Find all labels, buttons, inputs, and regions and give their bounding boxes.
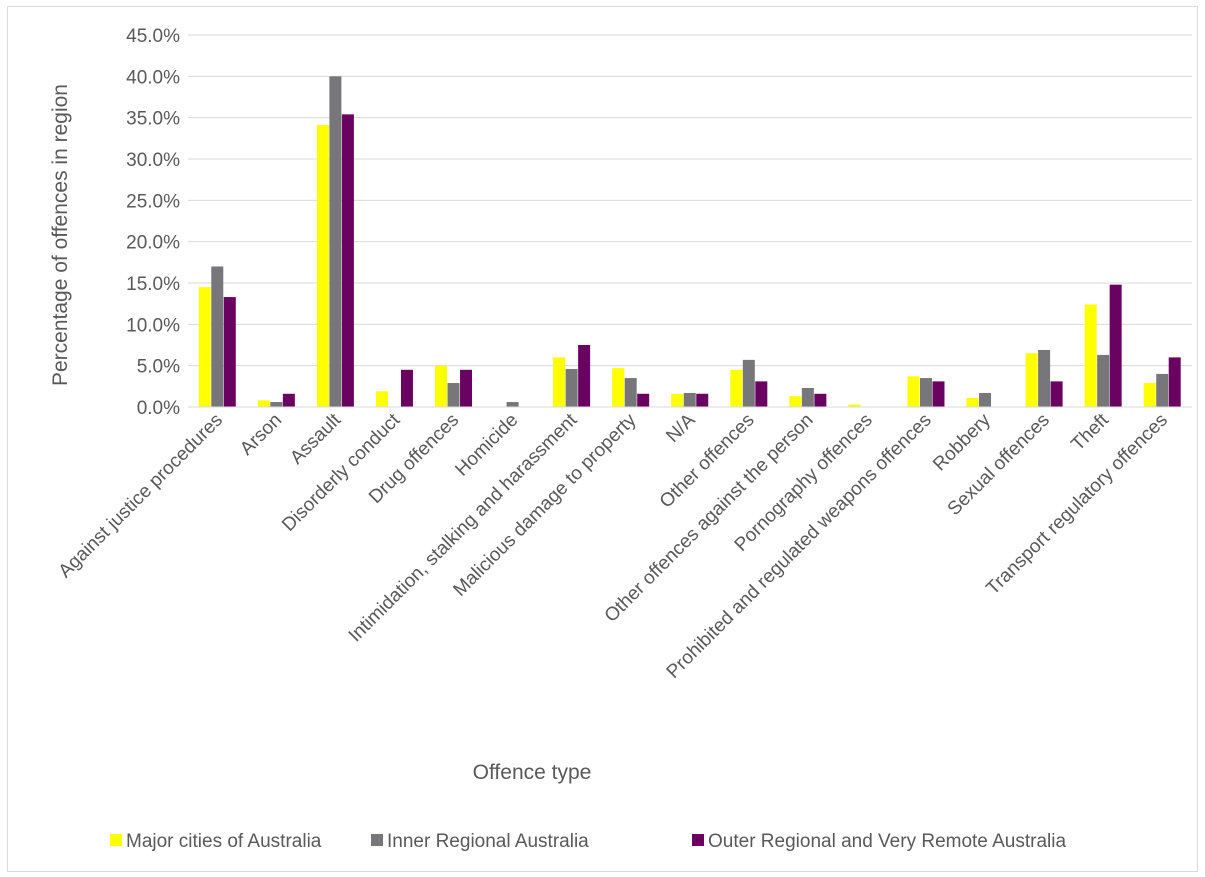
x-tick-label: Arson <box>236 410 286 460</box>
x-tick-label: Theft <box>1067 409 1113 455</box>
bar-major-cities <box>730 369 743 407</box>
bar-inner-regional <box>565 368 578 407</box>
bar-major-cities <box>1143 383 1156 407</box>
bar-major-cities <box>375 391 388 407</box>
bar-outer-regional <box>1168 357 1181 407</box>
bar-major-cities <box>198 287 211 407</box>
bar-inner-regional <box>329 76 342 407</box>
bar-inner-regional <box>801 387 814 407</box>
bar-outer-regional <box>282 393 295 407</box>
bar-inner-regional <box>1097 354 1110 407</box>
bar-inner-regional <box>624 378 637 407</box>
bar-outer-regional <box>578 345 591 407</box>
bar-major-cities <box>257 400 270 407</box>
legend-label: Outer Regional and Very Remote Australia <box>708 831 1066 852</box>
bar-outer-regional <box>637 393 650 407</box>
bar-outer-regional <box>932 381 945 407</box>
bar-outer-regional <box>696 393 709 407</box>
y-axis-title: Percentage of offences in region <box>49 84 72 386</box>
bars <box>198 76 1181 408</box>
legend-swatch <box>110 834 122 846</box>
bar-outer-regional <box>1109 284 1122 407</box>
bar-inner-regional <box>447 383 460 407</box>
bar-outer-regional <box>755 381 768 407</box>
bar-major-cities <box>553 357 566 407</box>
chart-frame <box>7 6 1198 872</box>
bar-inner-regional <box>506 402 519 407</box>
bar-major-cities <box>789 396 802 407</box>
bar-major-cities <box>671 393 684 407</box>
bar-major-cities <box>435 365 448 407</box>
x-tick-label: Against justice procedures <box>55 410 227 582</box>
bar-major-cities <box>1084 304 1097 407</box>
bar-inner-regional <box>211 266 224 407</box>
y-tick-label: 20.0% <box>126 233 180 254</box>
x-tick-label: Other offences against the person <box>601 410 818 627</box>
bar-major-cities <box>966 397 979 407</box>
bar-inner-regional <box>979 392 992 407</box>
bar-inner-regional <box>742 359 755 407</box>
x-axis-ticks: Against justice procedures Arson AssaultDi… <box>55 409 1172 683</box>
x-tick-label: N/A <box>662 409 699 446</box>
y-tick-label: 0.0% <box>137 398 180 419</box>
bar-outer-regional <box>400 369 413 407</box>
legend-swatch <box>371 834 383 846</box>
bar-major-cities <box>316 125 329 408</box>
y-tick-label: 35.0% <box>126 109 180 130</box>
bar-major-cities <box>907 376 920 407</box>
legend-label: Major cities of Australia <box>126 831 322 852</box>
bar-major-cities <box>1025 353 1038 407</box>
x-tick-label: Sexual offences <box>944 410 1054 520</box>
gridlines <box>188 34 1192 367</box>
bar-major-cities <box>612 368 625 407</box>
y-tick-label: 15.0% <box>126 274 180 295</box>
bar-outer-regional <box>341 114 354 408</box>
y-tick-label: 40.0% <box>126 67 180 88</box>
x-tick-label: Assault <box>286 409 345 468</box>
legend: Major cities of Australia Inner Regional … <box>110 831 1066 852</box>
y-tick-label: 45.0% <box>126 26 180 47</box>
bar-outer-regional <box>1050 381 1063 407</box>
x-axis-title: Offence type <box>473 761 592 784</box>
bar-major-cities <box>848 404 861 407</box>
y-tick-label: 10.0% <box>126 315 180 336</box>
bar-outer-regional <box>223 297 236 407</box>
y-tick-label: 30.0% <box>126 150 180 171</box>
bar-outer-regional <box>814 393 827 407</box>
y-axis-ticks: 0.0% 5.0% 10.0% 15.0% 20.0% 25.0% 30.0% 35.0% 40… <box>126 26 180 419</box>
bar-outer-regional <box>460 369 473 407</box>
bar-inner-regional <box>1156 373 1169 407</box>
bar-inner-regional <box>270 402 283 407</box>
legend-label: Inner Regional Australia <box>387 831 589 852</box>
y-tick-label: 25.0% <box>126 191 180 212</box>
legend-swatch <box>692 834 704 846</box>
bar-inner-regional <box>683 392 696 407</box>
y-tick-label: 5.0% <box>137 357 180 378</box>
bar-inner-regional <box>919 378 932 407</box>
bar-inner-regional <box>1038 349 1051 407</box>
